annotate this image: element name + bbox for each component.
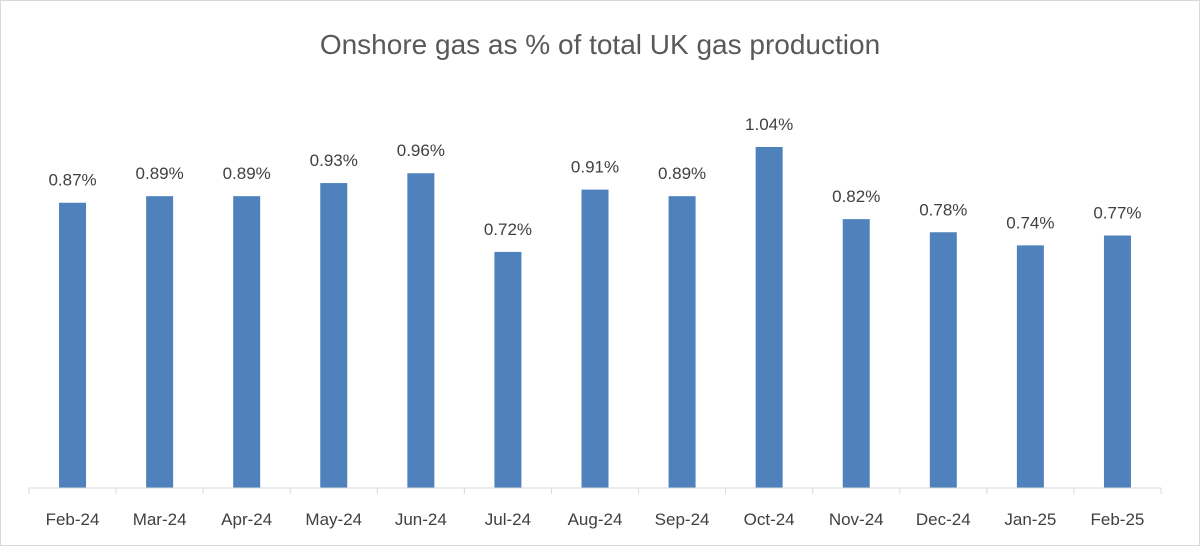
bar-jan-25 [1016, 245, 1044, 488]
data-label-oct-24: 1.04% [745, 115, 793, 134]
data-labels-layer: 0.87% 0.89% 0.89% 0.93% 0.96% 0.72% 0.91% 0.89%… [48, 115, 1141, 239]
bar-sep-24 [668, 196, 696, 488]
bars-layer [59, 147, 1131, 489]
x-tick-label-jun-24: Jun-24 [395, 510, 447, 529]
x-tick-label-aug-24: Aug-24 [568, 510, 623, 529]
x-tick-label-apr-24: Apr-24 [221, 510, 272, 529]
data-label-mar-24: 0.89% [136, 164, 184, 183]
data-label-apr-24: 0.89% [223, 164, 271, 183]
x-tick-label-feb-25: Feb-25 [1091, 510, 1145, 529]
x-tick-label-dec-24: Dec-24 [916, 510, 971, 529]
bar-jun-24 [407, 173, 435, 489]
bar-oct-24 [755, 147, 783, 488]
bar-may-24 [320, 183, 348, 488]
x-tick-label-jan-25: Jan-25 [1004, 510, 1056, 529]
data-label-feb-25: 0.77% [1093, 204, 1141, 223]
bar-nov-24 [842, 219, 870, 488]
data-label-dec-24: 0.78% [919, 200, 967, 219]
bar-dec-24 [929, 232, 957, 488]
x-tick-label-feb-24: Feb-24 [46, 510, 100, 529]
data-label-nov-24: 0.82% [832, 187, 880, 206]
x-tick-label-may-24: May-24 [305, 510, 362, 529]
x-tick-label-sep-24: Sep-24 [655, 510, 710, 529]
bar-feb-24 [59, 202, 87, 489]
chart-title: Onshore gas as % of total UK gas product… [320, 29, 880, 60]
data-label-jul-24: 0.72% [484, 220, 532, 239]
data-label-jun-24: 0.96% [397, 141, 445, 160]
x-tick-label-oct-24: Oct-24 [744, 510, 795, 529]
data-label-may-24: 0.93% [310, 151, 358, 170]
data-label-sep-24: 0.89% [658, 164, 706, 183]
x-tick-label-mar-24: Mar-24 [133, 510, 187, 529]
data-label-jan-25: 0.74% [1006, 213, 1054, 232]
x-axis: Feb-24 Mar-24 Apr-24 May-24 Jun-24 Jul-24 Aug-… [28, 487, 1162, 529]
data-label-aug-24: 0.91% [571, 158, 619, 177]
x-tick-label-nov-24: Nov-24 [829, 510, 884, 529]
x-tick-label-jul-24: Jul-24 [485, 510, 531, 529]
bar-aug-24 [581, 189, 609, 489]
bar-jul-24 [494, 251, 522, 488]
data-label-feb-24: 0.87% [48, 171, 96, 190]
bar-apr-24 [233, 196, 261, 488]
bar-mar-24 [146, 196, 174, 488]
bar-feb-25 [1103, 235, 1131, 488]
